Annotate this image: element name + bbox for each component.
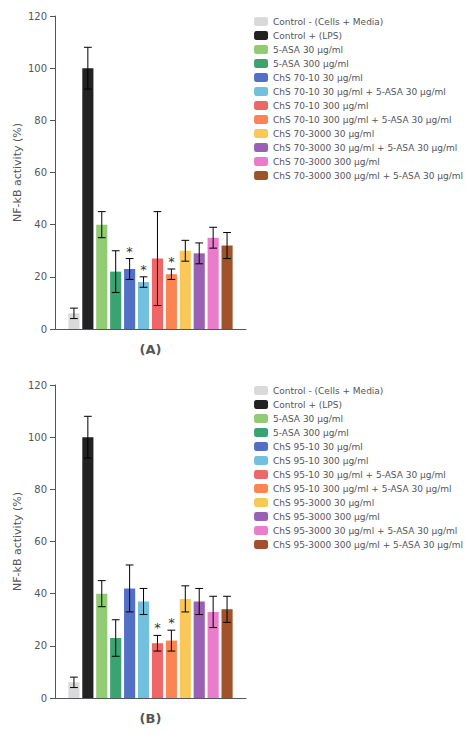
svg-text:ChS 70-10 300 μg/ml + 5-ASA 30: ChS 70-10 300 μg/ml + 5-ASA 30 μg/ml [273, 115, 452, 125]
svg-text:ChS 70-10 30 μg/ml: ChS 70-10 30 μg/ml [273, 73, 363, 83]
svg-text:5-ASA 300 μg/ml: 5-ASA 300 μg/ml [273, 428, 349, 438]
svg-text:ChS 70-3000 30 μg/ml: ChS 70-3000 30 μg/ml [273, 129, 374, 139]
svg-text:5-ASA 300 μg/ml: 5-ASA 300 μg/ml [273, 59, 349, 69]
svg-text:(B): (B) [140, 711, 162, 726]
svg-text:ChS 95-10 300 μg/ml + 5-ASA 30: ChS 95-10 300 μg/ml + 5-ASA 30 μg/ml [273, 484, 452, 494]
svg-text:ChS 95-3000 300 μg/ml: ChS 95-3000 300 μg/ml [273, 512, 380, 522]
svg-text:*: * [168, 615, 175, 630]
svg-text:NF-kB activity (%): NF-kB activity (%) [11, 492, 24, 591]
svg-text:120: 120 [28, 11, 47, 22]
svg-text:100: 100 [28, 63, 47, 74]
svg-text:Control + (LPS): Control + (LPS) [273, 400, 342, 410]
svg-text:*: * [126, 244, 133, 259]
svg-text:(A): (A) [140, 342, 162, 357]
svg-text:20: 20 [34, 271, 47, 282]
svg-text:*: * [154, 620, 161, 635]
svg-text:ChS 95-3000 30 μg/ml + 5-ASA 3: ChS 95-3000 30 μg/ml + 5-ASA 30 μg/ml [273, 526, 457, 536]
svg-text:ChS 70-3000 300 μg/ml + 5-ASA: ChS 70-3000 300 μg/ml + 5-ASA 30 μg/ml [273, 171, 463, 181]
svg-text:5-ASA 30 μg/ml: 5-ASA 30 μg/ml [273, 45, 343, 55]
svg-text:*: * [168, 254, 175, 269]
svg-text:Control - (Cells + Media): Control - (Cells + Media) [273, 386, 383, 396]
svg-text:0: 0 [41, 324, 47, 335]
svg-text:120: 120 [28, 380, 47, 391]
svg-text:ChS 95-10 30 μg/ml + 5-ASA 30: ChS 95-10 30 μg/ml + 5-ASA 30 μg/ml [273, 470, 446, 480]
svg-text:ChS 70-3000 30 μg/ml + 5-ASA 3: ChS 70-3000 30 μg/ml + 5-ASA 30 μg/ml [273, 143, 457, 153]
svg-text:NF-kB activity (%): NF-kB activity (%) [11, 123, 24, 222]
svg-text:ChS 95-3000 300 μg/ml + 5-ASA: ChS 95-3000 300 μg/ml + 5-ASA 30 μg/ml [273, 540, 463, 550]
svg-text:80: 80 [34, 115, 47, 126]
svg-text:100: 100 [28, 432, 47, 443]
svg-text:40: 40 [34, 219, 47, 230]
svg-text:80: 80 [34, 484, 47, 495]
svg-text:ChS 70-3000 300 μg/ml: ChS 70-3000 300 μg/ml [273, 157, 380, 167]
svg-text:40: 40 [34, 588, 47, 599]
svg-text:60: 60 [34, 167, 47, 178]
svg-text:ChS 95-10 300 μg/ml: ChS 95-10 300 μg/ml [273, 456, 368, 466]
svg-text:ChS 95-10 30 μg/ml: ChS 95-10 30 μg/ml [273, 442, 363, 452]
svg-text:0: 0 [41, 693, 47, 704]
svg-text:ChS 70-10 30 μg/ml + 5-ASA 30: ChS 70-10 30 μg/ml + 5-ASA 30 μg/ml [273, 87, 446, 97]
svg-text:Control + (LPS): Control + (LPS) [273, 31, 342, 41]
svg-text:*: * [140, 262, 147, 277]
svg-text:ChS 95-3000 30 μg/ml: ChS 95-3000 30 μg/ml [273, 498, 374, 508]
svg-text:ChS 70-10 300 μg/ml: ChS 70-10 300 μg/ml [273, 101, 368, 111]
svg-text:5-ASA 30 μg/ml: 5-ASA 30 μg/ml [273, 414, 343, 424]
svg-text:60: 60 [34, 536, 47, 547]
svg-text:Control - (Cells + Media): Control - (Cells + Media) [273, 17, 383, 27]
svg-text:20: 20 [34, 640, 47, 651]
